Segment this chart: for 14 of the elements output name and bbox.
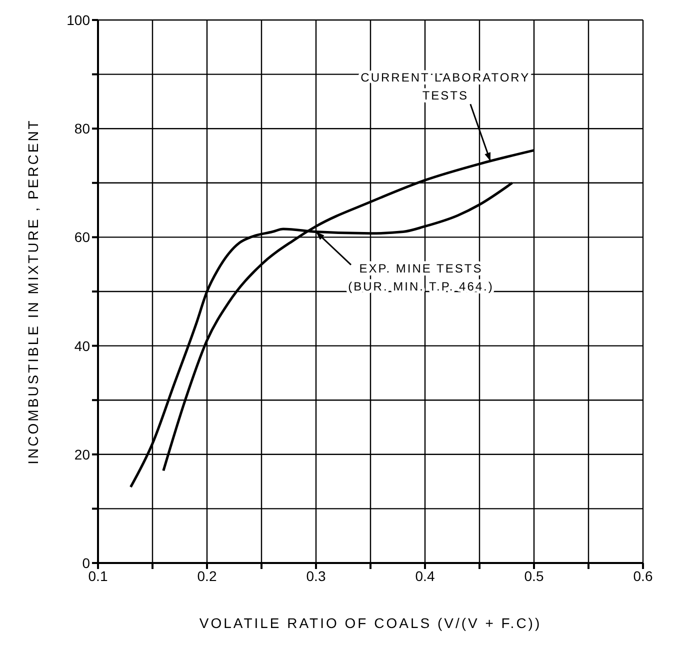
y-tick-label: 60 <box>74 229 90 246</box>
x-tick-label: 0.4 <box>415 568 435 584</box>
y-axis-title: INCOMBUSTIBLE IN MIXTURE , PERCENT <box>24 118 41 464</box>
y-tick-label: 80 <box>74 120 90 137</box>
x-tick-label: 0.2 <box>197 568 217 584</box>
x-tick-label: 0.1 <box>88 568 108 584</box>
y-tick-label: 20 <box>74 446 90 462</box>
x-tick-label: 0.5 <box>524 568 544 584</box>
x-tick-label: 0.3 <box>306 568 326 584</box>
y-tick-label: 40 <box>74 338 90 354</box>
y-tick-label: 100 <box>66 12 90 28</box>
x-tick-label: 0.6 <box>633 568 653 584</box>
x-axis-title: VOLATILE RATIO OF COALS (V/(V + F.C)) <box>199 615 542 631</box>
y-tick-label: 0 <box>82 554 90 571</box>
